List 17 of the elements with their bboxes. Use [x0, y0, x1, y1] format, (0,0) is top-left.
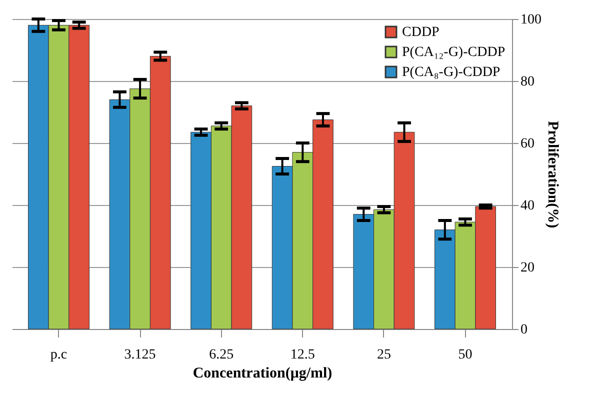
y-tick-label: 100 — [520, 12, 542, 28]
legend-label: CDDP — [402, 25, 440, 40]
y-tick-label: 0 — [520, 322, 528, 338]
x-tick-label: p.c — [50, 348, 68, 362]
x-axis-title: Concentration(μg/ml) — [192, 366, 332, 382]
y-axis-title: Proliferation(%) — [544, 120, 560, 228]
legend-label: P(CA₁₂-G)-CDDP — [402, 45, 506, 60]
x-tick-label: 50 — [458, 348, 472, 362]
x-tick-label: 25 — [376, 348, 391, 362]
x-tick-label: 6.25 — [209, 348, 234, 362]
legend-label: P(CA₈-G)-CDDP — [402, 65, 500, 80]
x-tick-label: 12.5 — [290, 348, 315, 362]
y-tick-label: 20 — [520, 260, 534, 276]
x-tick-label: 3.125 — [124, 348, 156, 362]
y-tick-label: 40 — [520, 198, 534, 214]
y-tick-label: 80 — [520, 74, 534, 90]
y-tick-label: 60 — [520, 136, 534, 152]
